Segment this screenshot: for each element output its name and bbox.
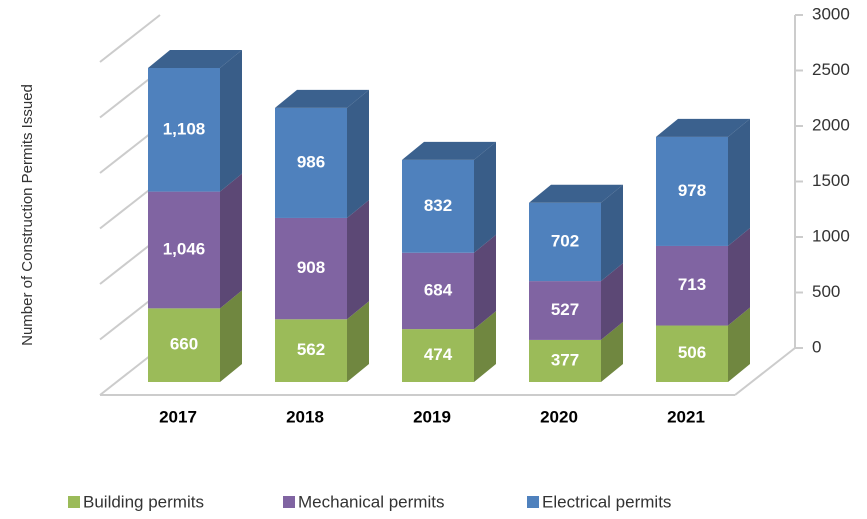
bar-side bbox=[601, 321, 623, 382]
y-tick-label: 2000 bbox=[812, 115, 850, 134]
bar bbox=[275, 319, 347, 382]
bar-side bbox=[474, 311, 496, 382]
bar bbox=[148, 67, 220, 192]
value-label: 506 bbox=[678, 343, 706, 362]
bar-side bbox=[220, 173, 242, 309]
bar-side bbox=[601, 184, 623, 282]
y-tick-label: 0 bbox=[812, 337, 821, 356]
value-label: 1,046 bbox=[163, 239, 206, 258]
value-label: 908 bbox=[297, 258, 325, 277]
bar-side bbox=[220, 49, 242, 192]
value-label: 978 bbox=[678, 181, 706, 200]
grid-line bbox=[99, 14, 161, 63]
value-label: 684 bbox=[424, 280, 453, 299]
y-tick-label: 500 bbox=[812, 282, 840, 301]
value-label: 562 bbox=[297, 340, 325, 359]
value-label: 832 bbox=[424, 196, 452, 215]
value-label: 1,108 bbox=[163, 119, 206, 138]
bar-side bbox=[220, 290, 242, 382]
legend-label: Electrical permits bbox=[542, 492, 671, 511]
y-axis-label: Number of Construction Permits Issued bbox=[19, 84, 36, 346]
value-label: 377 bbox=[551, 350, 579, 369]
y-tick-label: 3000 bbox=[812, 4, 850, 23]
value-label: 474 bbox=[424, 345, 453, 364]
bar bbox=[402, 252, 474, 330]
bar-side bbox=[347, 199, 369, 320]
bar-side bbox=[601, 263, 623, 340]
x-tick-label: 2019 bbox=[413, 407, 451, 426]
y-tick-label: 1000 bbox=[812, 226, 850, 245]
value-label: 713 bbox=[678, 275, 706, 294]
bar-side bbox=[474, 141, 496, 253]
bar bbox=[402, 329, 474, 382]
x-tick-label: 2018 bbox=[286, 407, 324, 426]
bar bbox=[402, 159, 474, 253]
bar-side bbox=[728, 227, 750, 326]
y-tick-label: 1500 bbox=[812, 171, 850, 190]
bar bbox=[656, 136, 728, 246]
legend-swatch bbox=[283, 496, 295, 508]
bar bbox=[529, 202, 601, 282]
bar bbox=[275, 107, 347, 218]
bar bbox=[529, 339, 601, 382]
bar bbox=[656, 325, 728, 382]
bar-side bbox=[347, 89, 369, 218]
value-label: 702 bbox=[551, 231, 579, 250]
bar bbox=[275, 217, 347, 320]
bar-top bbox=[402, 141, 496, 160]
value-label: 660 bbox=[170, 335, 198, 354]
bar bbox=[529, 281, 601, 340]
bar bbox=[148, 191, 220, 309]
floor-side bbox=[734, 347, 796, 396]
bar-top bbox=[529, 184, 623, 203]
bar-side bbox=[728, 118, 750, 246]
y-tick-label: 2500 bbox=[812, 60, 850, 79]
bar-top bbox=[656, 118, 750, 137]
bar bbox=[656, 245, 728, 326]
bar-side bbox=[347, 301, 369, 382]
bar-side bbox=[474, 234, 496, 330]
x-tick-label: 2017 bbox=[159, 407, 197, 426]
bar-side bbox=[728, 307, 750, 382]
x-tick-label: 2021 bbox=[667, 407, 705, 426]
legend-label: Building permits bbox=[83, 492, 204, 511]
legend-swatch bbox=[527, 496, 539, 508]
legend-swatch bbox=[68, 496, 80, 508]
value-label: 527 bbox=[551, 300, 579, 319]
x-tick-label: 2020 bbox=[540, 407, 578, 426]
legend-label: Mechanical permits bbox=[298, 492, 444, 511]
value-label: 986 bbox=[297, 152, 325, 171]
bar-top bbox=[148, 49, 242, 68]
bar-top bbox=[275, 89, 369, 108]
bar bbox=[148, 308, 220, 382]
